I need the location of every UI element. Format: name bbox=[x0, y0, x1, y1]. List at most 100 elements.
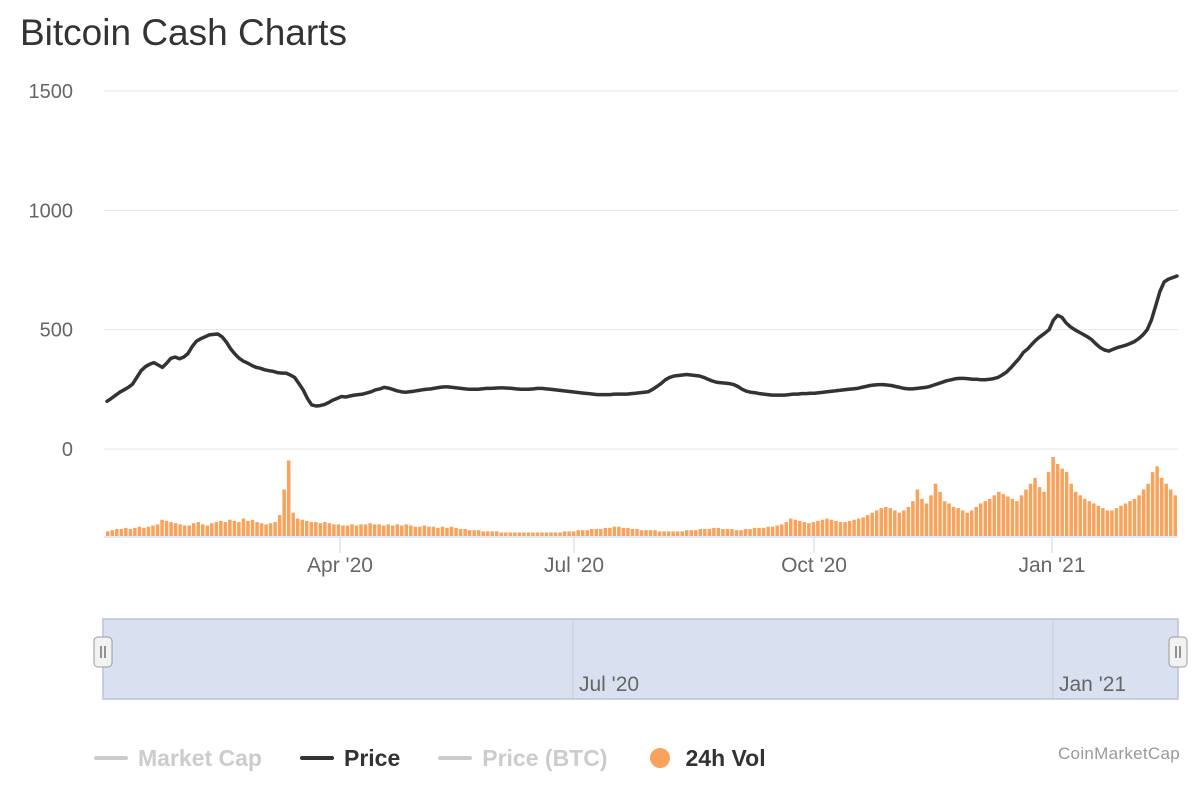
volume-bar bbox=[295, 518, 300, 536]
legend-item-24h-vol[interactable]: 24h Vol bbox=[646, 745, 766, 772]
volume-bar bbox=[793, 519, 798, 536]
volume-bar bbox=[924, 503, 929, 536]
volume-bar bbox=[639, 530, 644, 536]
volume-bar bbox=[286, 460, 291, 536]
navigator-handle-left[interactable] bbox=[93, 636, 113, 668]
volume-bar bbox=[757, 527, 761, 536]
volume-bar bbox=[1060, 468, 1064, 536]
volume-bar bbox=[1141, 489, 1146, 536]
credits-link[interactable]: CoinMarketCap bbox=[1057, 744, 1180, 763]
volume-bar bbox=[947, 503, 951, 536]
volume-bar bbox=[653, 530, 657, 536]
volume-bar bbox=[567, 531, 571, 536]
navigator-range[interactable] bbox=[102, 618, 1179, 700]
volume-bar bbox=[1105, 510, 1110, 536]
volume-bar bbox=[1019, 495, 1024, 536]
volume-bar bbox=[956, 508, 960, 536]
volume-bar bbox=[259, 523, 264, 536]
volume-bar bbox=[155, 524, 160, 536]
volume-bar bbox=[1110, 510, 1114, 536]
volume-bar bbox=[752, 527, 757, 536]
volume-bar bbox=[969, 510, 974, 536]
volume-bar bbox=[1001, 494, 1006, 536]
volume-bar bbox=[816, 520, 820, 536]
volume-bar bbox=[1101, 508, 1105, 536]
volume-bar bbox=[400, 525, 404, 536]
volume-bar bbox=[427, 526, 431, 536]
volume-bar bbox=[580, 530, 585, 536]
volume-bar bbox=[951, 506, 956, 536]
legend-item-market-cap[interactable]: Market Cap bbox=[94, 745, 262, 772]
volume-bar bbox=[707, 529, 712, 536]
volume-bar bbox=[983, 501, 988, 536]
volume-bar bbox=[540, 532, 544, 536]
volume-bar bbox=[779, 524, 784, 536]
volume-bar bbox=[381, 525, 386, 536]
volume-bar bbox=[1078, 495, 1083, 536]
volume-bar bbox=[409, 525, 413, 536]
volume-bar bbox=[246, 520, 250, 536]
volume-bar bbox=[119, 529, 124, 536]
volume-bar bbox=[481, 531, 485, 536]
legend-item-price-btc[interactable]: Price (BTC) bbox=[438, 744, 608, 772]
volume-bar bbox=[865, 515, 870, 536]
volume-bar bbox=[739, 530, 743, 536]
volume-bar bbox=[449, 526, 454, 536]
volume-bar bbox=[522, 532, 526, 536]
volume-bar bbox=[644, 530, 648, 536]
volume-bar bbox=[1046, 472, 1051, 536]
volume-bar bbox=[743, 529, 748, 536]
volume-bar bbox=[142, 527, 146, 536]
volume-bar bbox=[1037, 487, 1042, 536]
volume-bar bbox=[549, 532, 553, 536]
volume-bar bbox=[151, 525, 155, 536]
volume-bar bbox=[363, 524, 368, 536]
volume-bar bbox=[585, 530, 589, 536]
volume-bar bbox=[662, 531, 666, 536]
volume-bar bbox=[318, 523, 323, 536]
navigator-handle-right[interactable] bbox=[1168, 636, 1188, 668]
volume-bar bbox=[861, 517, 865, 536]
volume-bar bbox=[798, 520, 802, 536]
volume-bar bbox=[612, 526, 617, 536]
volume-bar bbox=[395, 524, 400, 536]
legend-24h-vol-marker bbox=[649, 748, 670, 768]
volume-bar bbox=[599, 529, 603, 536]
volume-bar bbox=[1137, 495, 1141, 536]
volume-bar bbox=[205, 525, 210, 536]
volume-bar bbox=[703, 529, 707, 536]
volume-bar bbox=[562, 531, 567, 536]
volume-bar bbox=[920, 498, 924, 536]
volume-bar bbox=[960, 510, 965, 536]
volume-bar bbox=[305, 520, 309, 536]
volume-bar bbox=[689, 530, 694, 536]
volume-bar bbox=[377, 524, 381, 536]
legend-price-btc-label: Price (BTC) bbox=[482, 744, 608, 771]
volume-bar bbox=[906, 506, 911, 536]
volume-bar bbox=[404, 524, 409, 536]
x-tick-label: Oct '20 bbox=[781, 554, 847, 577]
volume-bar bbox=[223, 522, 228, 536]
volume-bar bbox=[1028, 483, 1033, 536]
volume-bar bbox=[160, 519, 164, 536]
volume-bar bbox=[436, 527, 440, 536]
volume-bar bbox=[874, 510, 879, 536]
volume-bar bbox=[1064, 472, 1069, 536]
volume-bar bbox=[1083, 498, 1087, 536]
volume-bar bbox=[1024, 489, 1028, 536]
volume-bar bbox=[635, 529, 639, 536]
x-tick-label: Jan '21 bbox=[1018, 554, 1085, 577]
volume-bar bbox=[666, 531, 671, 536]
volume-bar bbox=[268, 523, 273, 536]
volume-bar bbox=[680, 531, 684, 536]
legend-item-price[interactable]: Price bbox=[299, 745, 400, 772]
volume-bar bbox=[748, 529, 752, 536]
volume-bar bbox=[191, 523, 196, 536]
volume-bar bbox=[617, 526, 621, 536]
volume-bar bbox=[1069, 483, 1073, 536]
y-tick-label: 1000 bbox=[29, 200, 74, 222]
volume-bar bbox=[852, 519, 856, 536]
volume-bar bbox=[531, 532, 535, 536]
volume-bar bbox=[354, 525, 359, 536]
volume-bar bbox=[476, 530, 481, 536]
